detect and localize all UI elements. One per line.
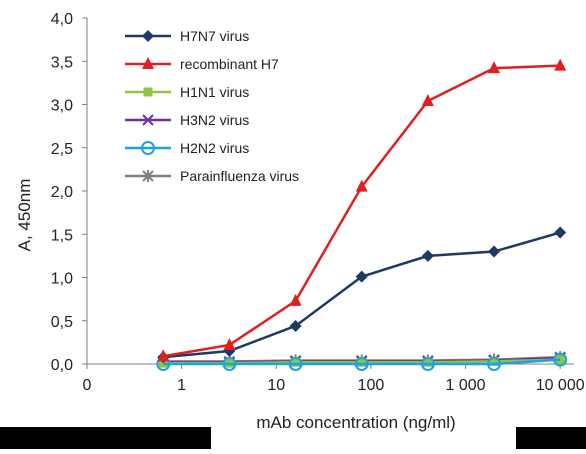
legend-label: H7N7 virus <box>180 28 249 44</box>
y-tick-label: 1,0 <box>51 271 73 288</box>
point-marker <box>355 179 368 192</box>
y-tick-label: 2,0 <box>51 184 73 201</box>
legend-label: H3N2 virus <box>180 112 249 128</box>
point-marker <box>554 58 567 71</box>
legend-item: H2N2 virus <box>125 140 249 156</box>
point-marker <box>143 87 153 97</box>
point-marker <box>289 293 302 306</box>
point-marker <box>423 357 433 367</box>
point-marker <box>288 357 303 371</box>
x-tick-label: 1 <box>177 377 186 394</box>
point-marker <box>222 357 237 371</box>
y-axis-title: A, 450nm <box>15 179 34 252</box>
legend-item: recombinant H7 <box>125 56 279 72</box>
series-line <box>163 358 561 366</box>
series-h7n7-virus <box>157 226 567 364</box>
caption-bar-right <box>516 427 586 449</box>
y-tick-label: 3,0 <box>51 98 73 115</box>
point-marker <box>553 352 568 367</box>
point-marker <box>141 141 155 155</box>
point-marker <box>421 94 434 107</box>
y-tick-label: 4,0 <box>51 11 73 28</box>
point-marker <box>223 337 236 350</box>
y-tick-label: 2,5 <box>51 141 73 158</box>
point-marker <box>420 357 435 371</box>
legend-label: H1N1 virus <box>180 84 249 100</box>
point-marker <box>142 170 154 182</box>
point-marker <box>488 245 501 258</box>
legend-label: H2N2 virus <box>180 140 249 156</box>
y-tick-label: 0,5 <box>51 314 73 331</box>
point-marker <box>354 357 369 371</box>
point-marker <box>291 357 301 367</box>
x-tick-label: 10 <box>267 377 285 394</box>
legend: H7N7 virus recombinant H7 H1N1 virus H3N2 v… <box>125 28 299 184</box>
axes: 0,0 0,5 1,0 1,5 2,0 2,5 3,0 3,5 4,0 0 1 10 100 1 000 1… <box>51 11 585 394</box>
point-marker <box>487 357 502 371</box>
point-marker <box>142 114 154 126</box>
legend-item: H3N2 virus <box>125 112 249 128</box>
point-marker <box>289 319 302 332</box>
series-h2n2-virus <box>156 352 568 371</box>
point-marker <box>142 57 154 69</box>
point-marker <box>142 30 154 42</box>
x-axis-title: mAb concentration (ng/ml) <box>256 413 455 432</box>
series-layer <box>156 58 568 371</box>
point-marker <box>357 357 367 367</box>
series-line <box>163 231 561 359</box>
series-recombinant-h7 <box>157 58 567 362</box>
series-line <box>163 64 561 358</box>
point-marker <box>554 226 567 239</box>
legend-label: Parainfluenza virus <box>180 168 299 184</box>
x-tick-label: 10 000 <box>536 377 585 394</box>
x-tick-label: 1 000 <box>446 377 486 394</box>
y-tick-label: 1,5 <box>51 227 73 244</box>
point-marker <box>488 61 501 74</box>
legend-item: H1N1 virus <box>125 84 249 100</box>
caption-bar-left <box>0 427 211 449</box>
point-marker <box>489 356 499 366</box>
x-tick-label: 100 <box>358 377 385 394</box>
point-marker <box>157 349 170 362</box>
x-tick-label: 0 <box>83 377 92 394</box>
legend-label: recombinant H7 <box>180 56 279 72</box>
y-tick-label: 0,0 <box>51 357 73 374</box>
y-tick-label: 3,5 <box>51 54 73 71</box>
legend-item: H7N7 virus <box>125 28 249 44</box>
legend-item: Parainfluenza virus <box>125 168 299 184</box>
point-marker <box>355 270 368 283</box>
point-marker <box>421 249 434 262</box>
